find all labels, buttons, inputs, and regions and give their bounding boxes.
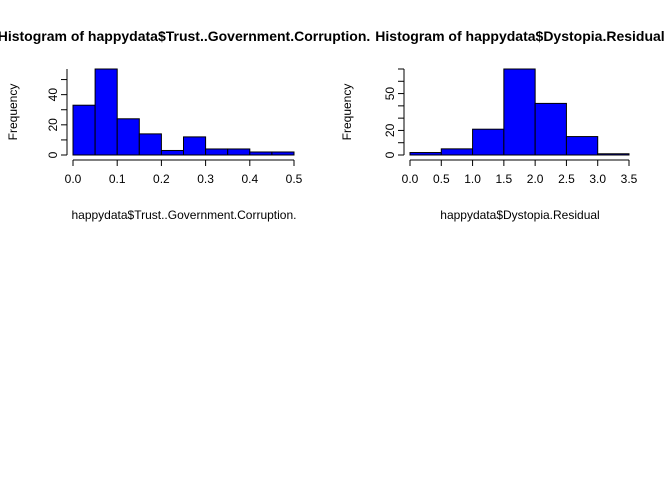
histogram-bar [205,148,229,156]
histogram-bar [271,151,295,156]
histogram-bar [72,104,96,156]
histogram-panel-dystopia: Histogram of happydata$Dystopia.Residual… [340,28,665,222]
chart-title: Histogram of happydata$Dystopia.Residual [375,28,664,44]
x-tick-label: 0.2 [153,172,170,186]
x-tick-label: 3.0 [589,172,606,186]
histogram-bar [472,128,505,156]
y-tick-label: 0 [46,151,60,158]
histogram-bar [409,152,442,156]
histogram-bar [183,136,207,156]
x-tick-label: 1.5 [496,172,513,186]
histogram-bar [440,148,474,156]
histogram-bar [597,153,630,156]
x-tick-label: 0.0 [402,172,419,186]
x-axis-label: happydata$Trust..Government.Corruption. [71,208,296,222]
y-tick-label: 50 [383,87,397,101]
chart-title: Histogram of happydata$Trust..Government… [0,28,370,44]
y-tick-label: 20 [383,123,397,137]
histogram-bar [116,118,140,156]
x-tick-label: 0.3 [197,172,214,186]
y-axis-label: Frequency [6,84,20,141]
histogram-bar [249,151,273,156]
y-tick-label: 20 [46,118,60,132]
x-tick-label: 0.5 [433,172,450,186]
histogram-bar [160,149,184,156]
y-axis-label: Frequency [340,84,354,141]
y-tick-label: 0 [383,151,397,158]
histogram-bar [94,68,118,156]
y-tick-label: 40 [46,88,60,102]
histogram-bar [565,136,599,156]
x-tick-label: 2.5 [558,172,575,186]
histogram-bar [503,68,536,156]
x-tick-label: 1.0 [464,172,481,186]
x-tick-label: 2.0 [527,172,544,186]
x-tick-label: 0.0 [65,172,82,186]
histogram-bar [534,102,567,156]
x-axis-label: happydata$Dystopia.Residual [440,208,599,222]
x-tick-label: 0.4 [241,172,258,186]
histogram-bar [138,133,162,156]
x-tick-label: 3.5 [621,172,638,186]
x-tick-label: 0.5 [286,172,303,186]
histogram-panel-trust: Histogram of happydata$Trust..Government… [0,28,370,222]
histogram-bar [227,148,251,156]
x-tick-label: 0.1 [109,172,126,186]
